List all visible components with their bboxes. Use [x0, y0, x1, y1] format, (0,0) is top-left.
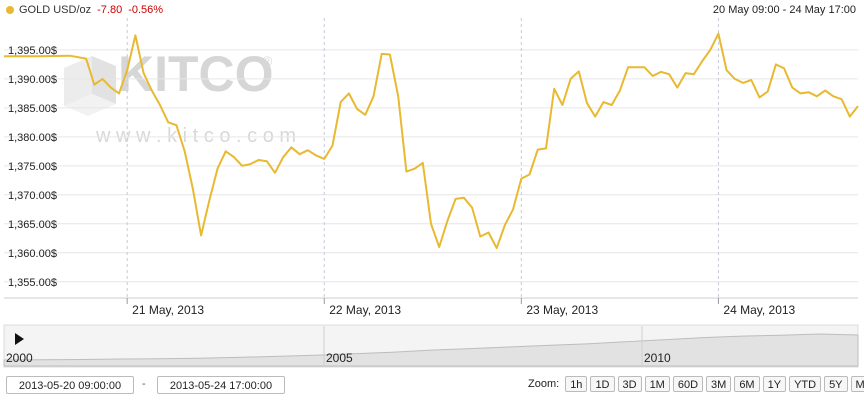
price-series-line [4, 32, 859, 250]
navigator-year-label: 2010 [644, 351, 671, 365]
navigator-year-label: 2000 [6, 351, 33, 365]
kitco-registered-mark: ® [262, 53, 273, 69]
kitco-watermark: KITCO ® w w w . k i t c o . c o m [64, 46, 296, 147]
zoom-button-ytd[interactable]: YTD [789, 376, 822, 392]
zoom-button-1h[interactable]: 1h [565, 376, 588, 392]
y-tick-label: 1,380.00$ [8, 132, 57, 144]
kitco-brand-text: KITCO [118, 46, 274, 102]
x-tick-label: 23 May, 2013 [526, 303, 598, 317]
y-axis: 1,355.00$ 1,360.00$ 1,365.00$ 1,370.00$ 1,37… [8, 45, 57, 289]
x-tick-label: 22 May, 2013 [329, 303, 401, 317]
zoom-button-1y[interactable]: 1Y [762, 376, 787, 392]
navigator-year-labels: 2000 2005 2010 [6, 326, 671, 366]
y-tick-label: 1,370.00$ [8, 190, 57, 202]
zoom-button-5y[interactable]: 5Y [824, 376, 848, 392]
price-change-percent: -0.56% [128, 4, 164, 16]
y-tick-label: 1,390.00$ [8, 74, 57, 86]
series-marker-icon [6, 6, 14, 14]
zoom-controls: Zoom: 1h 1D 3D 1M 60D 3M 6M 1Y YTD 5Y MA… [528, 376, 864, 392]
zoom-button-60d[interactable]: 60D [672, 376, 704, 392]
range-from-input[interactable]: 2013-05-20 09:00:00 [6, 376, 134, 394]
y-tick-label: 1,365.00$ [8, 219, 57, 231]
y-tick-label: 1,385.00$ [8, 103, 57, 115]
navigator-history-area [3, 333, 859, 367]
price-change: -7.80 [97, 4, 123, 16]
chart-header: GOLD USD/oz -7.80 -0.56% [6, 4, 169, 16]
zoom-button-1d[interactable]: 1D [590, 376, 615, 392]
navigator-play-button[interactable] [15, 333, 24, 345]
y-tick-label: 1,375.00$ [8, 161, 57, 173]
range-separator: - [142, 378, 146, 390]
play-icon[interactable] [15, 333, 24, 345]
kitco-url-text: w w w . k i t c o . c o m [95, 125, 296, 147]
zoom-button-3m[interactable]: 3M [706, 376, 732, 392]
symbol-label: GOLD USD/oz [19, 4, 92, 16]
zoom-button-1m[interactable]: 1M [644, 376, 670, 392]
y-tick-label: 1,395.00$ [8, 45, 57, 57]
zoom-button-3d[interactable]: 3D [617, 376, 642, 392]
zoom-label: Zoom: [528, 378, 560, 390]
y-tick-label: 1,355.00$ [8, 277, 57, 289]
x-tick-label: 21 May, 2013 [132, 303, 204, 317]
x-axis: 21 May, 2013 22 May, 2013 23 May, 2013 24 M… [126, 298, 796, 317]
y-tick-label: 1,360.00$ [8, 248, 57, 260]
x-tick-label: 24 May, 2013 [723, 303, 795, 317]
zoom-button-max[interactable]: MAX [850, 376, 864, 392]
navigator-year-label: 2005 [326, 351, 353, 365]
zoom-button-6m[interactable]: 6M [734, 376, 760, 392]
range-to-input[interactable]: 2013-05-24 17:00:00 [157, 376, 285, 394]
date-range-label: 20 May 09:00 - 24 May 17:00 [712, 4, 856, 16]
navigator[interactable]: 2000 2005 2010 [3, 324, 859, 368]
